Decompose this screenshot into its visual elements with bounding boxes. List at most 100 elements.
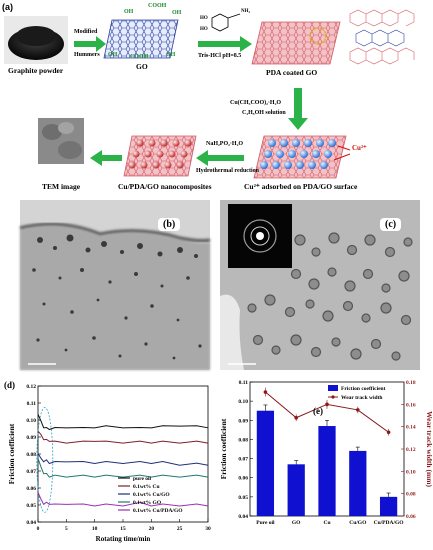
x-tick-label: 20 (149, 526, 155, 532)
pda-go-label: PDA coated GO (266, 68, 318, 77)
bar-pure-oil (256, 410, 275, 516)
y-tick-label: 0.09 (26, 435, 36, 441)
x-tick-label: Cu/GO (349, 520, 367, 526)
y-axis-label: Friction coefficient (7, 423, 16, 484)
y-tick-label: 0.12 (26, 384, 36, 390)
chart-e: 0.04 0.05 0.06 0.07 0.08 0.09 0.10 0.11 0.06 0.08… (219, 380, 433, 526)
y-tick-label: 0.10 (238, 399, 248, 405)
y-tick-label: 0.06 (238, 476, 248, 482)
graphite-label: Graphite powder (8, 66, 64, 75)
panel-b-label: (b) (158, 218, 181, 231)
dopamine-chain (227, 13, 241, 19)
bar-cu-pda-go (379, 496, 398, 516)
arrow-pda-to-cu (288, 88, 308, 130)
legend-swatch-point (331, 395, 335, 399)
y2-tick-label: 0.10 (406, 469, 416, 475)
tem-b-film (20, 226, 210, 370)
x-tick-label: 0 (37, 526, 40, 532)
chart-d: 0.04 0.05 0.06 0.07 0.08 0.09 0.10 0.11 0.12 0 5 10… (4, 380, 211, 543)
x-tick-label: 15 (120, 526, 126, 532)
arrow-composite-to-tem (90, 150, 122, 166)
tem-thumbnail-dark-2 (58, 141, 82, 159)
arrow1-bottom-label: Hummers (74, 52, 100, 58)
go-sheet-lattice (104, 20, 178, 58)
dopamine-nh2: NH₂ (241, 9, 250, 14)
schematic-panel: (a) Graphite powder Modified Hummers GO … (0, 0, 433, 198)
graphite-top (16, 26, 56, 46)
saed-ring-outer (243, 219, 277, 253)
pda-go-sheet (251, 21, 341, 65)
legend-label: pure oil (133, 476, 152, 482)
y-tick-label: 0.11 (27, 401, 37, 407)
arrow2-label: Tris-HCl pH=8.5 (198, 53, 242, 59)
legend-label: Wear track width (341, 395, 382, 401)
go-group-5: COOH (130, 54, 149, 60)
y2-axis-label: Wear track width (mm) (425, 411, 433, 487)
legend-label: Friction coefficient (341, 386, 386, 392)
bar-cu-go (349, 450, 367, 516)
legend-label: 0.1wt% Cu/PDA/GO (133, 508, 183, 514)
y-tick-label: 0.05 (238, 495, 248, 501)
tem-c-hole (220, 294, 244, 370)
y2-tick-label: 0.18 (406, 380, 416, 386)
y-tick-label: 0.07 (238, 457, 248, 463)
bar-go (287, 464, 305, 516)
go-group-1: OH (124, 9, 134, 15)
tem-c-particles (247, 232, 413, 361)
y2-tick-label: 0.12 (406, 447, 416, 453)
arrow-go-to-pda (198, 36, 252, 52)
x-tick-label: Cu (323, 520, 330, 526)
x-tick-label: Cu/PDA/GO (374, 520, 405, 526)
y-tick-label: 0.09 (238, 418, 248, 424)
arrow3-line1: Cu(CH₃COO)₂·H₂O (230, 100, 282, 106)
series-line-0-1wt-cu (37, 430, 209, 444)
saed-center (256, 232, 264, 240)
saed-ring-inner (250, 226, 270, 246)
series-line-0-1wt-cu-pda-go (37, 492, 209, 507)
y-tick-label: 0.04 (238, 514, 248, 520)
x-axis-label: Rotating time/min (96, 535, 151, 543)
x-tick-label: 10 (92, 526, 98, 532)
tem-thumbnail-light (58, 122, 74, 134)
panel-e-label: (e) (313, 406, 323, 416)
panel-a-label: (a) (2, 2, 13, 12)
bar-cu (318, 426, 336, 516)
series-line-0-1wt-cu-go (37, 453, 209, 466)
y-tick-label: 0.04 (26, 520, 36, 526)
cu-adsorbed-label: Cu²⁺ adsorbed on PDA/GO surface (244, 182, 358, 191)
y-tick-label: 0.05 (26, 503, 36, 509)
cu-ion-spheres (260, 139, 336, 169)
y2-tick-label: 0.06 (406, 514, 416, 520)
go-group-4: OH (108, 52, 118, 58)
y-tick-label: 0.10 (26, 418, 36, 424)
arrow3-line2: C₂H₅OH solution (242, 110, 286, 116)
tem-thumbnail-dark-1 (42, 124, 62, 140)
cu-ion-pointer-1 (337, 145, 351, 151)
cu-ion-pointer-2 (333, 153, 351, 161)
pda-molecular-structure (349, 9, 415, 65)
go-label: GO (136, 62, 148, 71)
series-line-0-1wt-go (37, 458, 209, 478)
x-tick-label: 30 (205, 526, 211, 532)
dopamine-ho-2: HO (200, 27, 208, 32)
legend-label: 0.1wt% Cu/GO (133, 492, 170, 498)
y-tick-label: 0.08 (238, 437, 248, 443)
dopamine-ho-1: HO (200, 16, 208, 21)
x-tick-label: GO (292, 520, 301, 526)
arrow-cu-to-composite (196, 150, 244, 166)
zoom-circle (309, 27, 327, 45)
legend-label: 0.1wt% Cu (133, 484, 160, 490)
legend-swatch-bar (328, 385, 338, 391)
y-tick-label: 0.06 (26, 486, 36, 492)
go-group-6: OH (166, 52, 176, 58)
arrow4-line1: NaH₂PO₂·H₂O (206, 141, 244, 147)
cu-ion-label: Cu²⁺ (352, 144, 367, 152)
tem-label: TEM image (42, 182, 81, 191)
legend-label: 0.1wt% GO (133, 500, 162, 506)
cu-nanoparticles (128, 139, 192, 169)
y2-tick-label: 0.08 (406, 492, 416, 498)
run-in-highlight (36, 407, 54, 513)
y2-tick-label: 0.16 (406, 402, 416, 408)
tem-b-edge (19, 222, 211, 243)
x-tick-label: 25 (177, 526, 183, 532)
